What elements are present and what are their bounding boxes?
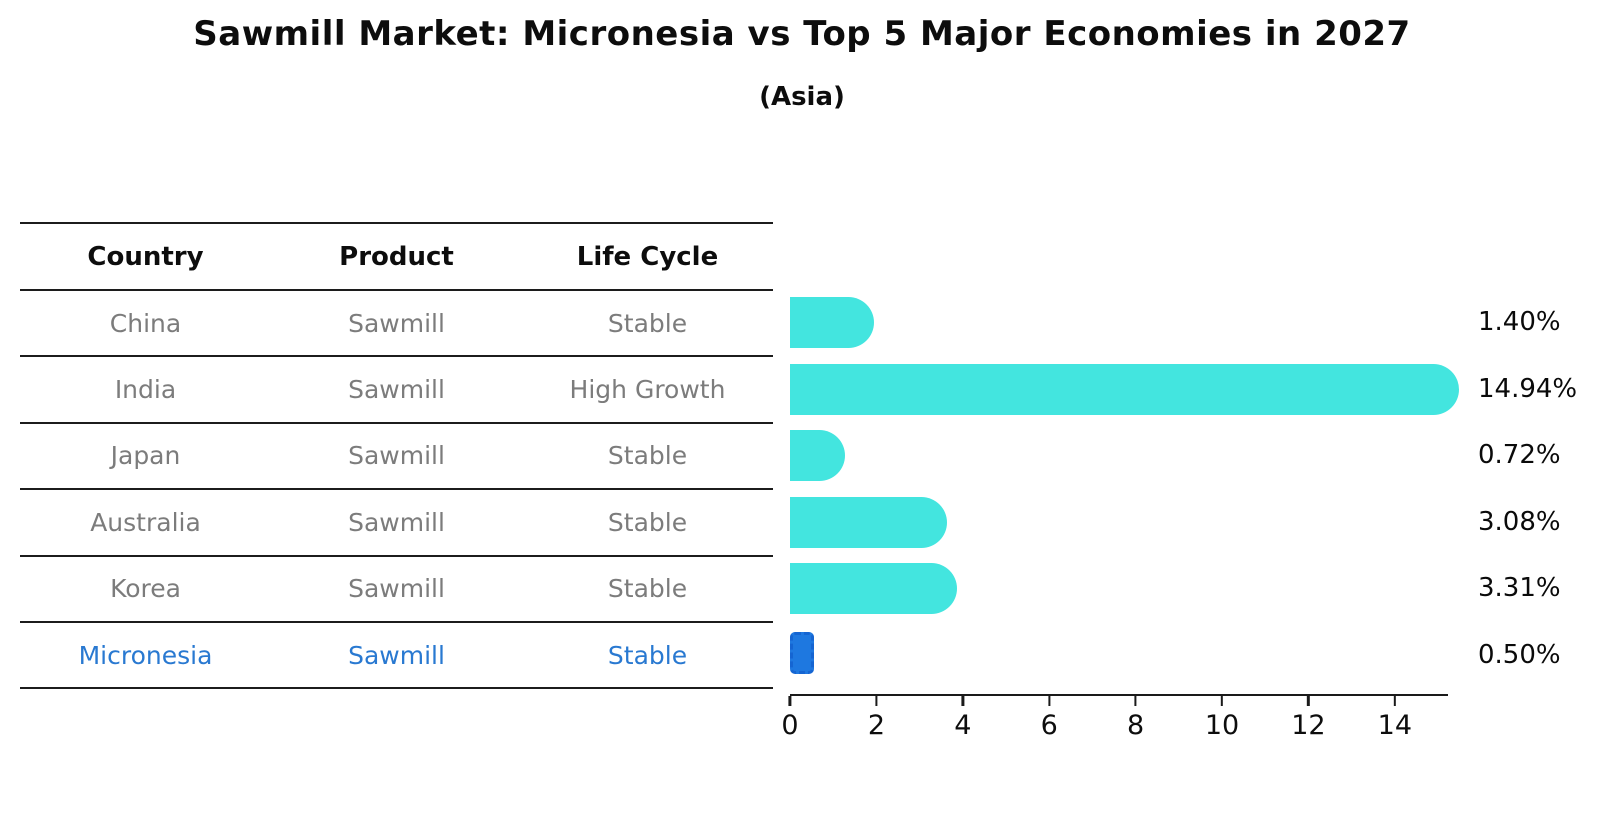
bar-korea bbox=[790, 563, 957, 614]
x-tick-label: 12 bbox=[1291, 710, 1326, 741]
cell-country: India bbox=[114, 375, 177, 405]
x-tick-mark bbox=[1047, 696, 1051, 706]
x-tick-mark bbox=[1393, 696, 1397, 706]
x-tick: 4 bbox=[954, 696, 971, 741]
cell-country: Japan bbox=[110, 441, 181, 471]
header-cell-product: Product bbox=[339, 241, 454, 272]
value-label-micronesia: 0.50% bbox=[1478, 639, 1561, 670]
bar-row bbox=[790, 489, 1448, 556]
x-tick-label: 6 bbox=[1040, 710, 1058, 741]
x-tick: 8 bbox=[1127, 696, 1144, 741]
cell-life-cycle: Stable bbox=[607, 308, 688, 338]
x-tick-label: 10 bbox=[1204, 710, 1240, 741]
cell-country: Australia bbox=[90, 507, 201, 537]
header-cell-life-cycle: Life Cycle bbox=[576, 241, 719, 272]
bar-row bbox=[790, 289, 1448, 356]
cell-life-cycle: Stable bbox=[607, 441, 688, 471]
x-tick: 14 bbox=[1378, 696, 1412, 741]
header-cell-country: Country bbox=[87, 241, 204, 272]
table-row-micronesia: Micronesia Sawmill Stable bbox=[20, 623, 773, 690]
cell-life-cycle: Stable bbox=[607, 507, 688, 537]
cell-life-cycle: High Growth bbox=[569, 375, 726, 405]
bar-row bbox=[790, 622, 1448, 689]
cell-life-cycle: Stable bbox=[607, 574, 688, 604]
x-tick-mark bbox=[875, 696, 878, 706]
value-label-japan: 0.72% bbox=[1478, 440, 1561, 470]
cell-product: Sawmill bbox=[348, 441, 445, 471]
x-tick: 10 bbox=[1205, 696, 1239, 741]
x-tick: 12 bbox=[1291, 696, 1326, 741]
bar-china bbox=[790, 297, 875, 348]
chart-title: Sawmill Market: Micronesia vs Top 5 Majo… bbox=[193, 14, 1411, 54]
value-label-australia: 3.08% bbox=[1478, 506, 1561, 537]
bar-row bbox=[790, 422, 1448, 489]
x-tick: 2 bbox=[868, 696, 885, 741]
cell-product: Sawmill bbox=[348, 308, 445, 338]
bar-plot bbox=[790, 289, 1460, 689]
x-tick: 6 bbox=[1041, 696, 1058, 741]
x-tick-mark bbox=[1220, 696, 1224, 706]
cell-product: Sawmill bbox=[348, 574, 445, 604]
bar-micronesia bbox=[790, 631, 814, 674]
value-label-korea: 3.31% bbox=[1478, 573, 1561, 603]
x-tick-label: 2 bbox=[867, 710, 885, 741]
x-tick-mark bbox=[1307, 696, 1310, 706]
x-axis: 0 2 4 6 8 10 12 14 bbox=[781, 694, 1448, 746]
cell-product: Sawmill bbox=[348, 375, 445, 405]
value-labels: 1.40% 14.94% 0.72% 3.08% 3.31% 0.50% bbox=[1478, 289, 1604, 688]
table-row-korea: Korea Sawmill Stable bbox=[20, 557, 773, 623]
cell-life-cycle: Stable bbox=[607, 640, 688, 670]
x-tick-mark bbox=[788, 696, 792, 706]
chart-subtitle: (Asia) bbox=[759, 82, 845, 112]
bar-japan bbox=[790, 430, 846, 481]
x-tick-label: 8 bbox=[1127, 710, 1145, 741]
bar-australia bbox=[790, 496, 948, 548]
table-row-australia: Australia Sawmill Stable bbox=[20, 490, 773, 557]
value-label-china: 1.40% bbox=[1478, 307, 1561, 337]
bar-row bbox=[790, 555, 1448, 622]
cell-country: China bbox=[109, 308, 182, 338]
cell-product: Sawmill bbox=[348, 507, 445, 537]
cell-product: Sawmill bbox=[348, 640, 445, 670]
table-header-row: Country Product Life Cycle bbox=[20, 224, 773, 291]
x-tick-label: 0 bbox=[781, 710, 799, 741]
cell-country: Korea bbox=[110, 574, 181, 604]
table-row-china: China Sawmill Stable bbox=[20, 291, 773, 358]
value-label-india: 14.94% bbox=[1478, 373, 1578, 404]
x-tick-mark bbox=[961, 696, 965, 706]
x-tick: 0 bbox=[781, 696, 799, 741]
x-tick-label: 4 bbox=[954, 710, 972, 741]
table-row-india: India Sawmill High Growth bbox=[20, 357, 773, 424]
bar-india bbox=[790, 363, 1460, 415]
cell-country: Micronesia bbox=[78, 640, 213, 670]
table-row-japan: Japan Sawmill Stable bbox=[20, 424, 773, 491]
x-tick-mark bbox=[1134, 696, 1137, 706]
x-tick-label: 14 bbox=[1377, 710, 1413, 741]
bar-row bbox=[790, 356, 1460, 423]
comparison-table: Country Product Life Cycle China Sawmill… bbox=[20, 222, 773, 690]
